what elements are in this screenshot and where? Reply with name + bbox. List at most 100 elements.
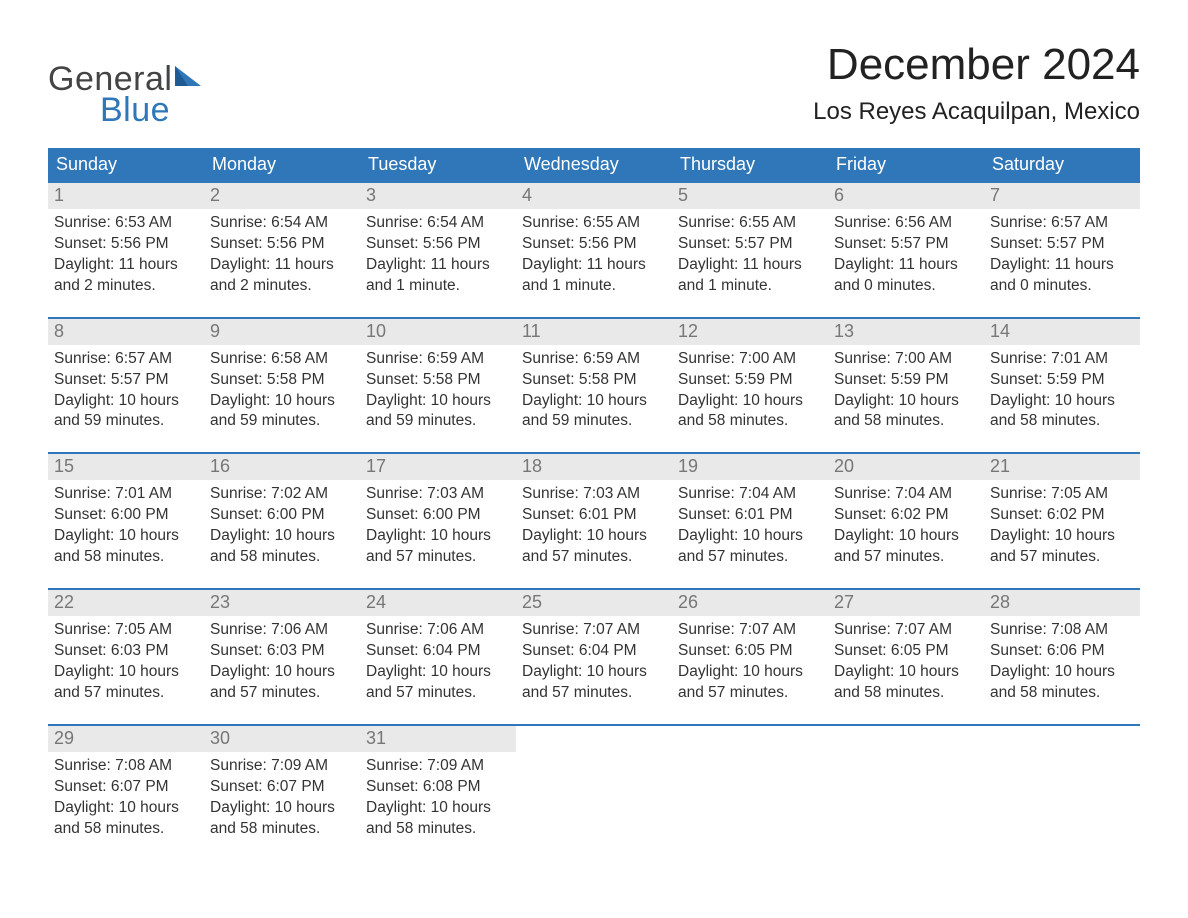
sunrise-text: Sunrise: 7:04 AM bbox=[834, 484, 978, 505]
daylight-text: Daylight: 10 hours and 57 minutes. bbox=[522, 526, 666, 568]
sunrise-text: Sunrise: 7:08 AM bbox=[990, 620, 1134, 641]
day-details: Sunrise: 6:54 AMSunset: 5:56 PMDaylight:… bbox=[360, 209, 516, 297]
sunset-text: Sunset: 5:58 PM bbox=[210, 370, 354, 391]
day-number: 5 bbox=[672, 183, 828, 209]
sunrise-text: Sunrise: 7:07 AM bbox=[522, 620, 666, 641]
daylight-text: Daylight: 10 hours and 58 minutes. bbox=[990, 391, 1134, 433]
day-details: Sunrise: 7:06 AMSunset: 6:03 PMDaylight:… bbox=[204, 616, 360, 704]
logo-text-blue: Blue bbox=[100, 91, 201, 130]
daylight-text: Daylight: 10 hours and 59 minutes. bbox=[54, 391, 198, 433]
sunset-text: Sunset: 5:58 PM bbox=[366, 370, 510, 391]
day-number: 17 bbox=[360, 454, 516, 480]
daylight-text: Daylight: 11 hours and 2 minutes. bbox=[54, 255, 198, 297]
day-cell bbox=[672, 726, 828, 846]
day-cell: 27Sunrise: 7:07 AMSunset: 6:05 PMDayligh… bbox=[828, 590, 984, 710]
calendar: Sunday Monday Tuesday Wednesday Thursday… bbox=[48, 148, 1140, 845]
dow-tuesday: Tuesday bbox=[360, 148, 516, 181]
daylight-text: Daylight: 10 hours and 57 minutes. bbox=[522, 662, 666, 704]
day-number: 6 bbox=[828, 183, 984, 209]
daylight-text: Daylight: 10 hours and 57 minutes. bbox=[366, 662, 510, 704]
day-cell: 17Sunrise: 7:03 AMSunset: 6:00 PMDayligh… bbox=[360, 454, 516, 574]
day-details: Sunrise: 7:01 AMSunset: 5:59 PMDaylight:… bbox=[984, 345, 1140, 433]
day-cell: 3Sunrise: 6:54 AMSunset: 5:56 PMDaylight… bbox=[360, 183, 516, 303]
sunset-text: Sunset: 5:57 PM bbox=[678, 234, 822, 255]
calendar-week: 22Sunrise: 7:05 AMSunset: 6:03 PMDayligh… bbox=[48, 588, 1140, 710]
sunset-text: Sunset: 6:07 PM bbox=[210, 777, 354, 798]
sunset-text: Sunset: 6:03 PM bbox=[54, 641, 198, 662]
day-details: Sunrise: 7:07 AMSunset: 6:05 PMDaylight:… bbox=[828, 616, 984, 704]
daylight-text: Daylight: 10 hours and 58 minutes. bbox=[210, 798, 354, 840]
sunrise-text: Sunrise: 7:06 AM bbox=[210, 620, 354, 641]
sunrise-text: Sunrise: 7:03 AM bbox=[366, 484, 510, 505]
day-number: 7 bbox=[984, 183, 1140, 209]
sunset-text: Sunset: 6:02 PM bbox=[834, 505, 978, 526]
day-details: Sunrise: 7:03 AMSunset: 6:01 PMDaylight:… bbox=[516, 480, 672, 568]
day-cell: 18Sunrise: 7:03 AMSunset: 6:01 PMDayligh… bbox=[516, 454, 672, 574]
daylight-text: Daylight: 11 hours and 1 minute. bbox=[366, 255, 510, 297]
day-cell: 21Sunrise: 7:05 AMSunset: 6:02 PMDayligh… bbox=[984, 454, 1140, 574]
day-of-week-header: Sunday Monday Tuesday Wednesday Thursday… bbox=[48, 148, 1140, 181]
day-cell: 12Sunrise: 7:00 AMSunset: 5:59 PMDayligh… bbox=[672, 319, 828, 439]
dow-saturday: Saturday bbox=[984, 148, 1140, 181]
sunrise-text: Sunrise: 7:06 AM bbox=[366, 620, 510, 641]
sunset-text: Sunset: 5:56 PM bbox=[210, 234, 354, 255]
daylight-text: Daylight: 10 hours and 57 minutes. bbox=[54, 662, 198, 704]
day-details: Sunrise: 7:00 AMSunset: 5:59 PMDaylight:… bbox=[672, 345, 828, 433]
day-details: Sunrise: 7:06 AMSunset: 6:04 PMDaylight:… bbox=[360, 616, 516, 704]
calendar-week: 15Sunrise: 7:01 AMSunset: 6:00 PMDayligh… bbox=[48, 452, 1140, 574]
sunset-text: Sunset: 6:01 PM bbox=[678, 505, 822, 526]
day-details: Sunrise: 7:09 AMSunset: 6:08 PMDaylight:… bbox=[360, 752, 516, 840]
day-number: 13 bbox=[828, 319, 984, 345]
daylight-text: Daylight: 10 hours and 58 minutes. bbox=[834, 662, 978, 704]
sunset-text: Sunset: 5:56 PM bbox=[522, 234, 666, 255]
day-details: Sunrise: 6:58 AMSunset: 5:58 PMDaylight:… bbox=[204, 345, 360, 433]
sunset-text: Sunset: 6:02 PM bbox=[990, 505, 1134, 526]
day-number: 30 bbox=[204, 726, 360, 752]
day-number: 21 bbox=[984, 454, 1140, 480]
sunrise-text: Sunrise: 6:55 AM bbox=[522, 213, 666, 234]
day-number: 19 bbox=[672, 454, 828, 480]
dow-thursday: Thursday bbox=[672, 148, 828, 181]
day-cell: 22Sunrise: 7:05 AMSunset: 6:03 PMDayligh… bbox=[48, 590, 204, 710]
dow-sunday: Sunday bbox=[48, 148, 204, 181]
sunrise-text: Sunrise: 7:02 AM bbox=[210, 484, 354, 505]
day-number: 8 bbox=[48, 319, 204, 345]
sunset-text: Sunset: 6:05 PM bbox=[834, 641, 978, 662]
daylight-text: Daylight: 10 hours and 58 minutes. bbox=[54, 526, 198, 568]
sunrise-text: Sunrise: 7:05 AM bbox=[990, 484, 1134, 505]
dow-friday: Friday bbox=[828, 148, 984, 181]
dow-wednesday: Wednesday bbox=[516, 148, 672, 181]
calendar-week: 1Sunrise: 6:53 AMSunset: 5:56 PMDaylight… bbox=[48, 181, 1140, 303]
day-cell: 24Sunrise: 7:06 AMSunset: 6:04 PMDayligh… bbox=[360, 590, 516, 710]
day-number: 20 bbox=[828, 454, 984, 480]
sunset-text: Sunset: 5:58 PM bbox=[522, 370, 666, 391]
logo-flag-icon bbox=[175, 66, 201, 86]
dow-monday: Monday bbox=[204, 148, 360, 181]
sunset-text: Sunset: 6:07 PM bbox=[54, 777, 198, 798]
sunrise-text: Sunrise: 7:01 AM bbox=[990, 349, 1134, 370]
sunset-text: Sunset: 6:00 PM bbox=[54, 505, 198, 526]
day-number: 11 bbox=[516, 319, 672, 345]
day-details: Sunrise: 6:59 AMSunset: 5:58 PMDaylight:… bbox=[516, 345, 672, 433]
sunset-text: Sunset: 5:59 PM bbox=[990, 370, 1134, 391]
day-number: 9 bbox=[204, 319, 360, 345]
day-cell: 9Sunrise: 6:58 AMSunset: 5:58 PMDaylight… bbox=[204, 319, 360, 439]
day-cell: 31Sunrise: 7:09 AMSunset: 6:08 PMDayligh… bbox=[360, 726, 516, 846]
daylight-text: Daylight: 10 hours and 57 minutes. bbox=[678, 662, 822, 704]
day-details: Sunrise: 7:03 AMSunset: 6:00 PMDaylight:… bbox=[360, 480, 516, 568]
day-cell: 6Sunrise: 6:56 AMSunset: 5:57 PMDaylight… bbox=[828, 183, 984, 303]
day-cell: 4Sunrise: 6:55 AMSunset: 5:56 PMDaylight… bbox=[516, 183, 672, 303]
day-details: Sunrise: 7:05 AMSunset: 6:02 PMDaylight:… bbox=[984, 480, 1140, 568]
day-details: Sunrise: 6:55 AMSunset: 5:57 PMDaylight:… bbox=[672, 209, 828, 297]
day-cell: 26Sunrise: 7:07 AMSunset: 6:05 PMDayligh… bbox=[672, 590, 828, 710]
daylight-text: Daylight: 10 hours and 58 minutes. bbox=[678, 391, 822, 433]
day-details: Sunrise: 6:53 AMSunset: 5:56 PMDaylight:… bbox=[48, 209, 204, 297]
daylight-text: Daylight: 11 hours and 0 minutes. bbox=[834, 255, 978, 297]
day-number: 27 bbox=[828, 590, 984, 616]
daylight-text: Daylight: 10 hours and 57 minutes. bbox=[366, 526, 510, 568]
sunrise-text: Sunrise: 7:03 AM bbox=[522, 484, 666, 505]
day-cell: 8Sunrise: 6:57 AMSunset: 5:57 PMDaylight… bbox=[48, 319, 204, 439]
day-cell: 13Sunrise: 7:00 AMSunset: 5:59 PMDayligh… bbox=[828, 319, 984, 439]
sunset-text: Sunset: 6:05 PM bbox=[678, 641, 822, 662]
daylight-text: Daylight: 10 hours and 58 minutes. bbox=[54, 798, 198, 840]
